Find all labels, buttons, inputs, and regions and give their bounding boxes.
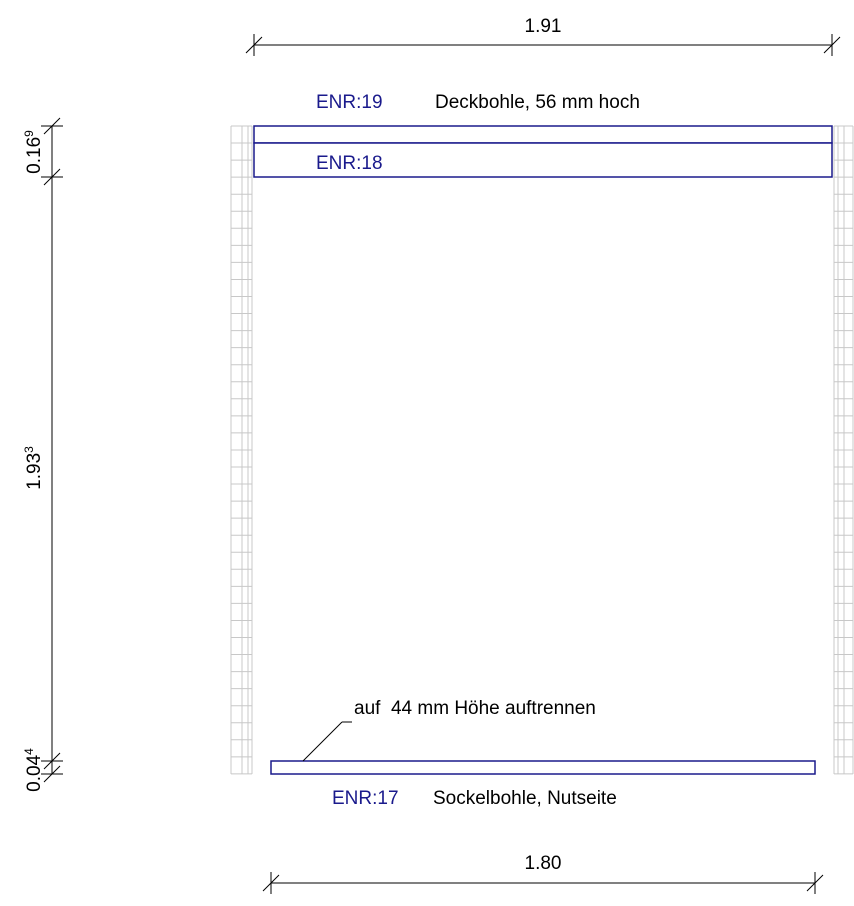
top-dimension: [245, 34, 841, 56]
note-leader: [302, 721, 352, 762]
enr17-label: ENR:17: [332, 788, 399, 809]
plank-enr18: [253, 142, 833, 178]
right-post: [833, 125, 854, 775]
left-dimension-mid-label: 1.933: [22, 446, 45, 490]
cut-note: auf 44 mm Höhe auftrennen: [354, 698, 596, 719]
enr18-label: ENR:18: [316, 153, 383, 174]
enr19-description: Deckbohle, 56 mm hoch: [435, 92, 640, 113]
left-dimension-top-label: 0.169: [22, 130, 45, 174]
left-dimension-bot-label: 0.044: [22, 748, 45, 792]
enr17-description: Sockelbohle, Nutseite: [433, 788, 617, 809]
enr19-label: ENR:19: [316, 92, 383, 113]
plank-enr19: [253, 125, 833, 144]
bottom-dimension: [262, 872, 824, 894]
left-post: [230, 125, 253, 775]
plank-enr17: [270, 760, 816, 775]
top-dimension-label: 1.91: [525, 16, 562, 37]
left-dimension: [41, 117, 63, 783]
bottom-dimension-label: 1.80: [525, 853, 562, 874]
